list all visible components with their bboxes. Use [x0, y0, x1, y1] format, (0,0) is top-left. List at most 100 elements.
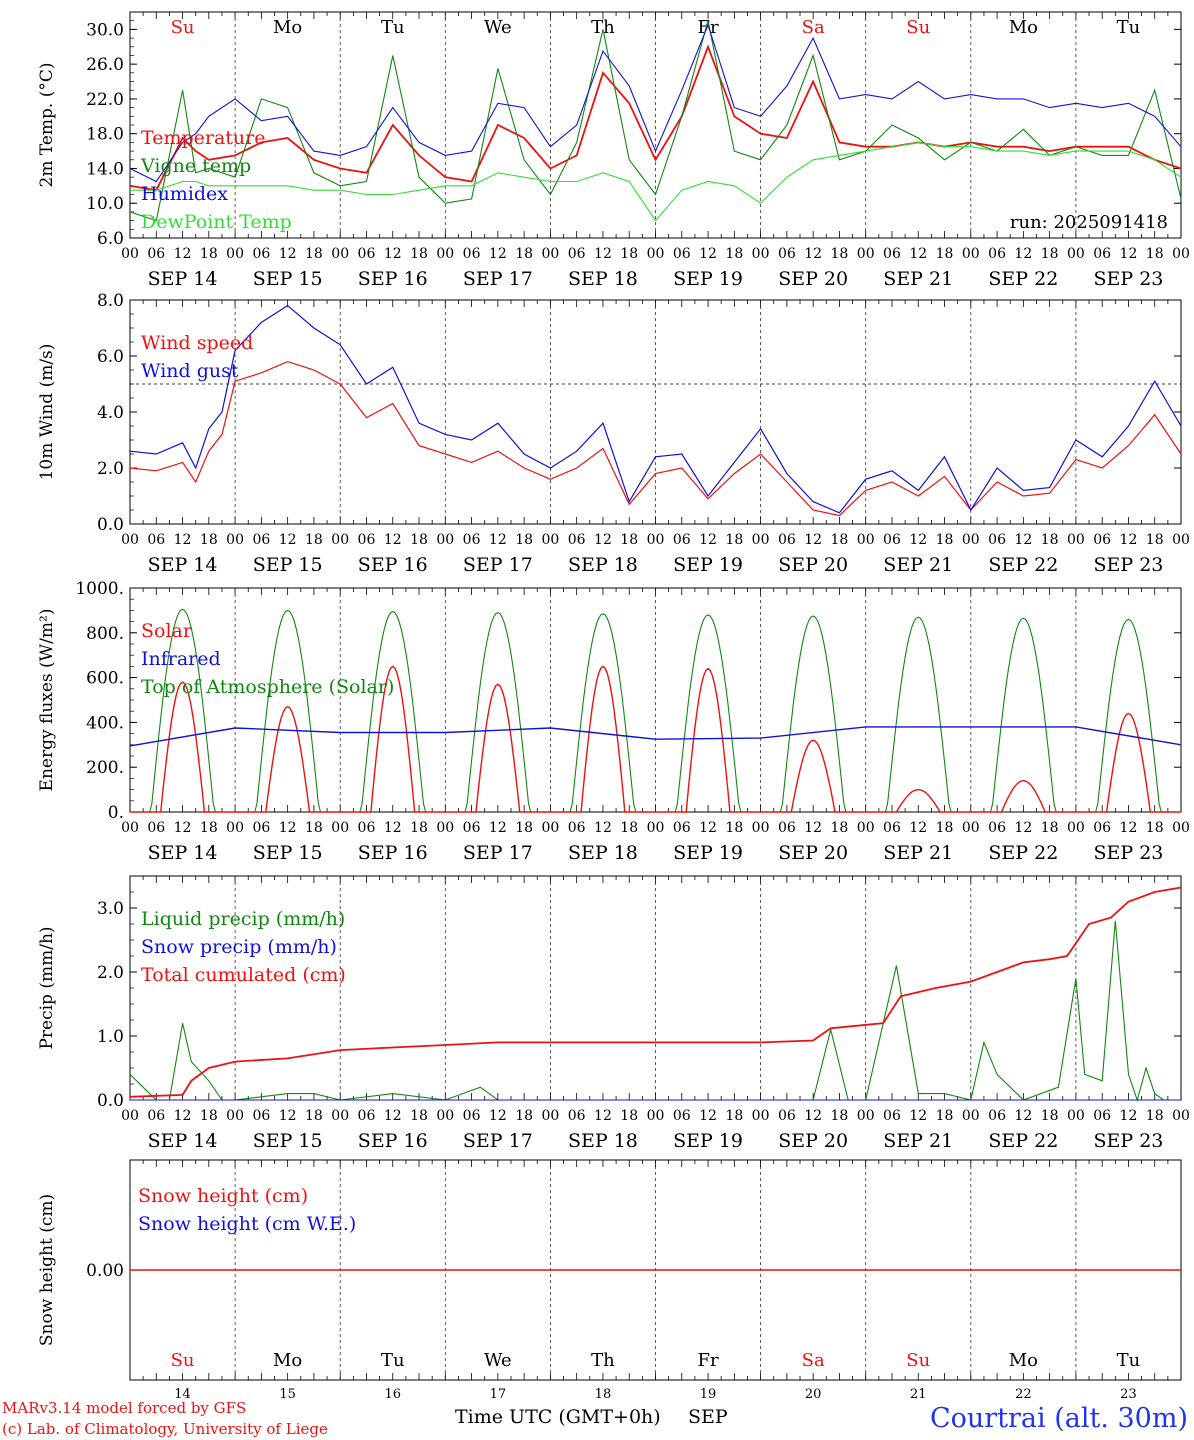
hour-tick-label: 06 — [147, 246, 165, 262]
date-label: SEP 23 — [1094, 268, 1164, 290]
legend-entry: DewPoint Temp — [141, 211, 292, 233]
hour-tick-label: 00 — [331, 1108, 349, 1124]
day-number-label: 17 — [490, 1387, 507, 1402]
hour-tick-label: 06 — [778, 532, 796, 548]
date-label: SEP 21 — [883, 842, 953, 864]
hour-tick-label: 00 — [647, 1108, 665, 1124]
date-label: SEP 14 — [148, 554, 218, 576]
month-label: SEP — [688, 1406, 728, 1428]
hour-tick-label: 12 — [489, 820, 507, 836]
date-label: SEP 22 — [988, 842, 1058, 864]
weekday-label: Tu — [1117, 17, 1141, 38]
day-number-label: 22 — [1015, 1387, 1032, 1402]
hour-tick-label: 18 — [305, 532, 323, 548]
hour-tick-label: 18 — [515, 1108, 533, 1124]
weekday-label: Su — [906, 1350, 930, 1371]
hour-tick-label: 12 — [699, 1108, 717, 1124]
series-line — [129, 44, 1182, 192]
y-tick-label: 26.0 — [86, 55, 124, 75]
y-tick-label: 600. — [86, 669, 124, 689]
legend-entry: Temperature — [141, 127, 265, 149]
hour-tick-label: 06 — [673, 532, 691, 548]
hour-tick-label: 06 — [147, 532, 165, 548]
hour-tick-label: 00 — [121, 1108, 139, 1124]
date-label: SEP 15 — [253, 842, 323, 864]
hour-tick-label: 00 — [436, 532, 454, 548]
hour-tick-label: 18 — [725, 532, 743, 548]
date-label: SEP 17 — [463, 842, 533, 864]
hour-tick-label: 06 — [673, 246, 691, 262]
hour-tick-label: 00 — [541, 820, 559, 836]
date-label: SEP 21 — [883, 1130, 953, 1152]
weekday-label: Th — [591, 1350, 615, 1371]
y-tick-label: 8.0 — [97, 291, 124, 311]
hour-tick-label: 12 — [384, 246, 402, 262]
date-label: SEP 20 — [778, 554, 848, 576]
hour-tick-label: 18 — [305, 820, 323, 836]
day-number-label: 19 — [700, 1387, 717, 1402]
series-line — [129, 920, 1181, 1102]
hour-tick-label: 12 — [279, 532, 297, 548]
y-tick-label: 4.0 — [97, 403, 124, 423]
hour-tick-label: 00 — [752, 532, 770, 548]
series-line — [129, 20, 1182, 222]
hour-tick-label: 06 — [883, 1108, 901, 1124]
hour-tick-label: 18 — [620, 820, 638, 836]
hour-tick-label: 12 — [489, 1108, 507, 1124]
hour-tick-label: 06 — [778, 1108, 796, 1124]
date-label: SEP 14 — [148, 1130, 218, 1152]
hour-tick-label: 18 — [1146, 1108, 1164, 1124]
y-tick-label: 1000. — [75, 579, 124, 599]
hour-tick-label: 06 — [883, 820, 901, 836]
date-label: SEP 23 — [1094, 1130, 1164, 1152]
hour-tick-label: 06 — [673, 1108, 691, 1124]
date-label: SEP 20 — [778, 1130, 848, 1152]
hour-tick-label: 06 — [988, 246, 1006, 262]
date-label: SEP 23 — [1094, 842, 1164, 864]
weekday-label: Mo — [1009, 17, 1038, 38]
hour-tick-label: 18 — [831, 820, 849, 836]
panel-4: 0.0 1.0 2.0 3.0 Precip (mm/h) 00 06 12 18 00 06 12 1… — [37, 875, 1190, 1152]
hour-tick-label: 06 — [252, 1108, 270, 1124]
y-tick-label: 3.0 — [97, 899, 124, 919]
hour-tick-label: 00 — [541, 532, 559, 548]
legend-entry: Top of Atmosphere (Solar) — [141, 676, 394, 698]
y-tick-label: 14.0 — [86, 159, 124, 179]
series-line — [129, 726, 1182, 747]
hour-tick-label: 12 — [594, 1108, 612, 1124]
legend-entry: Snow height (cm) — [138, 1185, 308, 1207]
hour-tick-label: 06 — [252, 820, 270, 836]
hour-tick-label: 18 — [410, 246, 428, 262]
hour-tick-label: 18 — [200, 246, 218, 262]
hour-tick-label: 00 — [1067, 820, 1085, 836]
panel-1: 6.0 10.0 14.0 18.0 22.0 26.0 30.0 2m Temp. (°C)… — [37, 11, 1190, 290]
location-label: Courtrai (alt. 30m) — [930, 1403, 1188, 1434]
date-label: SEP 19 — [673, 1130, 743, 1152]
hour-tick-label: 12 — [909, 1108, 927, 1124]
hour-tick-label: 00 — [962, 1108, 980, 1124]
hour-tick-label: 06 — [252, 532, 270, 548]
hour-tick-label: 18 — [410, 1108, 428, 1124]
series-line — [129, 360, 1182, 517]
y-tick-label: 800. — [86, 624, 124, 644]
hour-tick-label: 00 — [331, 532, 349, 548]
hour-tick-label: 00 — [541, 1108, 559, 1124]
hour-tick-label: 12 — [1120, 246, 1138, 262]
hour-tick-label: 00 — [1067, 532, 1085, 548]
hour-tick-label: 12 — [1014, 820, 1032, 836]
hour-tick-label: 06 — [1093, 532, 1111, 548]
series-line — [129, 23, 1182, 183]
y-tick-label: 400. — [86, 713, 124, 733]
hour-tick-label: 12 — [1014, 532, 1032, 548]
hour-tick-label: 18 — [725, 1108, 743, 1124]
date-label: SEP 16 — [358, 1130, 428, 1152]
hour-tick-label: 00 — [647, 820, 665, 836]
hour-tick-label: 00 — [1067, 246, 1085, 262]
hour-tick-label: 00 — [226, 1108, 244, 1124]
hour-tick-label: 12 — [489, 532, 507, 548]
hour-tick-label: 00 — [121, 246, 139, 262]
hour-tick-label: 12 — [279, 820, 297, 836]
y-tick-label: 2.0 — [97, 963, 124, 983]
hour-tick-label: 06 — [463, 246, 481, 262]
